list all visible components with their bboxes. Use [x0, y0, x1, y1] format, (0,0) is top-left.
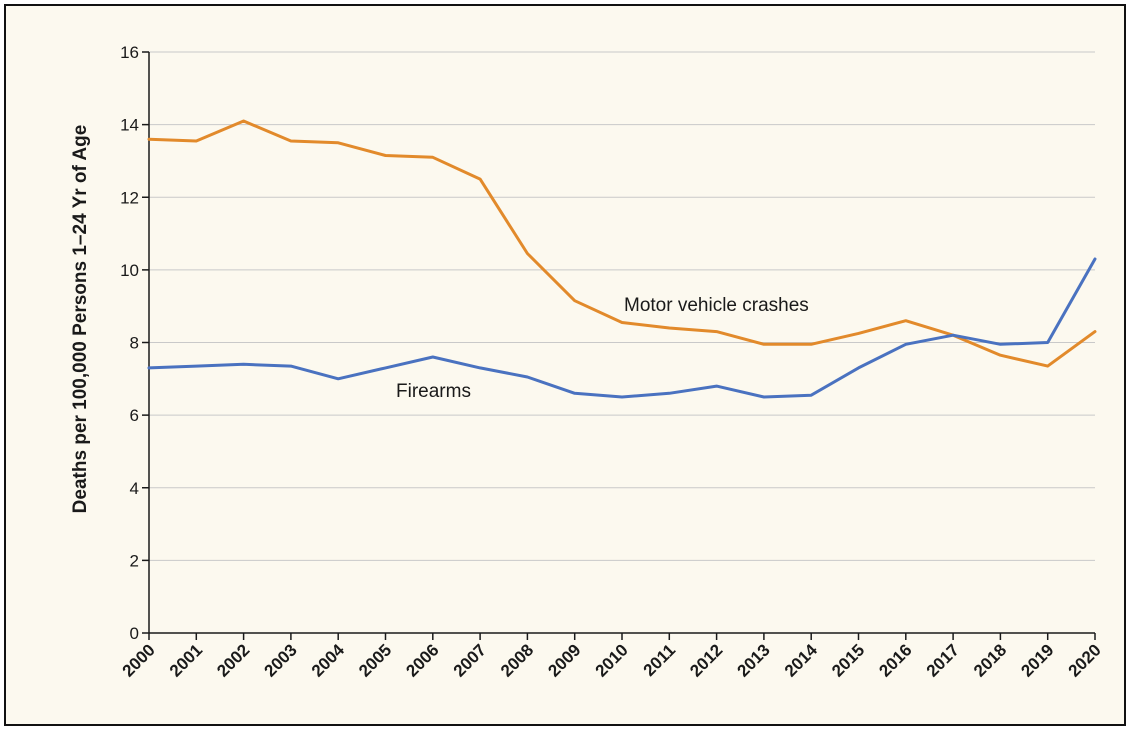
gridlines	[149, 51, 1095, 561]
y-axis-title: Deaths per 100,000 Persons 1–24 Yr of Ag…	[70, 125, 91, 514]
x-tick-label-2005: 2005	[355, 640, 395, 680]
x-tick-label-2019: 2019	[1017, 640, 1057, 680]
x-tick-label-2018: 2018	[970, 640, 1010, 680]
x-tick-label-2020: 2020	[1065, 640, 1105, 680]
series-label-firearms: Firearms	[396, 381, 471, 402]
series-lines	[147, 119, 1097, 399]
y-tick-label-0: 0	[130, 624, 139, 643]
chart-frame: 0 2 4 6 8 10 12 14 16 2000 2001 2002 2003 2004 2005 20…	[4, 4, 1126, 726]
y-tick-label-4: 4	[130, 479, 139, 498]
y-tick-label-6: 6	[130, 406, 139, 425]
x-tick-label-2009: 2009	[544, 640, 584, 680]
y-tick-label-2: 2	[130, 551, 139, 570]
x-tick-label-2017: 2017	[923, 640, 963, 680]
series-line-motor-vehicle-crashes	[147, 119, 1097, 368]
x-tick-label-2014: 2014	[781, 640, 822, 681]
x-tick-label-2002: 2002	[213, 640, 253, 680]
x-tick-label-2012: 2012	[686, 640, 726, 680]
y-axis-ticks: 0 2 4 6 8 10 12 14 16	[120, 43, 149, 643]
y-tick-label-14: 14	[120, 116, 139, 135]
x-tick-label-2000: 2000	[119, 640, 159, 680]
x-tick-label-2003: 2003	[261, 640, 301, 680]
series-label-motor-vehicle-crashes: Motor vehicle crashes	[624, 295, 809, 316]
x-tick-label-2010: 2010	[592, 640, 632, 680]
x-tick-label-2004: 2004	[308, 640, 349, 681]
y-tick-label-10: 10	[120, 261, 139, 280]
x-tick-label-2011: 2011	[640, 640, 680, 680]
x-tick-label-2008: 2008	[497, 640, 537, 680]
x-tick-label-2001: 2001	[166, 640, 206, 680]
x-tick-label-2006: 2006	[402, 640, 442, 680]
x-tick-label-2013: 2013	[734, 640, 774, 680]
x-tick-label-2015: 2015	[828, 640, 868, 680]
y-tick-label-12: 12	[120, 188, 139, 207]
series-line-firearms	[147, 257, 1097, 399]
x-axis-ticks: 2000 2001 2002 2003 2004 2005 2006 2007 2008 2009…	[119, 633, 1105, 681]
y-tick-label-16: 16	[120, 43, 139, 62]
x-tick-label-2007: 2007	[450, 640, 490, 680]
x-tick-label-2016: 2016	[875, 640, 915, 680]
y-tick-label-8: 8	[130, 334, 139, 353]
